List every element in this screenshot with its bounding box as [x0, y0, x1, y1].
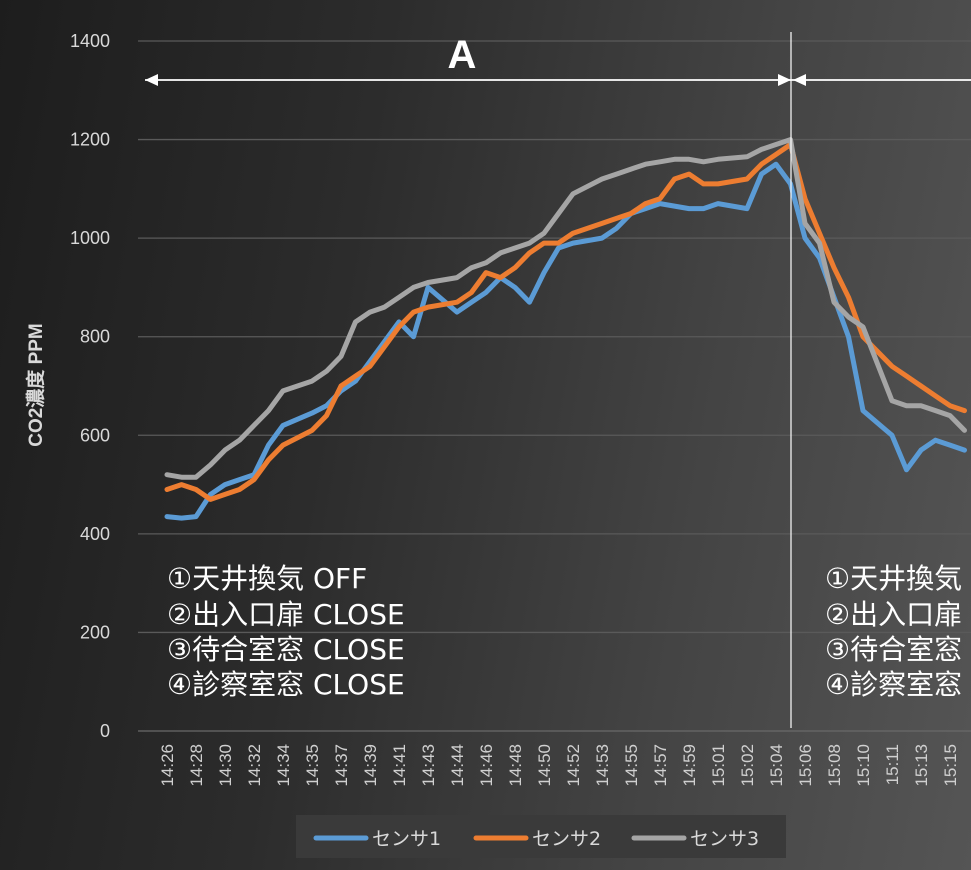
x-tick-label: 14:57	[651, 744, 670, 787]
x-axis-ticks: 14:26 14:28 14:30 14:32 14:34 14:35 14:37 14:39…	[158, 744, 971, 787]
x-tick-label: 15:11	[883, 744, 902, 785]
left-annotation-line: ①天井換気 OFF	[167, 562, 367, 595]
right-annotation-line: ④診察室窓	[825, 668, 962, 701]
right-annotation-line: ③待合室窓	[825, 633, 962, 666]
x-tick-label: 15:04	[767, 744, 786, 787]
x-tick-label: 14:32	[245, 744, 264, 787]
series-lines	[164, 137, 967, 521]
x-tick-label: 15:06	[796, 744, 815, 787]
legend-label-series-1: センサ1	[372, 828, 441, 850]
right-annotation-line: ②出入口扉	[825, 598, 962, 631]
x-tick-label: 15:02	[738, 744, 757, 787]
x-tick-label: 14:44	[448, 744, 467, 787]
x-tick-label: 14:53	[593, 744, 612, 787]
x-tick-label: 15:13	[912, 744, 931, 787]
series-line-3	[164, 137, 967, 480]
x-tick-label: 14:35	[303, 744, 322, 787]
x-tick-label: 14:30	[216, 744, 235, 787]
left-annotation-line: ②出入口扉 CLOSE	[167, 598, 405, 631]
x-tick-label: 14:52	[564, 744, 583, 787]
x-tick-label: 15:08	[825, 744, 844, 787]
right-annotation-line: ①天井換気	[825, 562, 962, 595]
right-annotation-block: ①天井換気 ②出入口扉 ③待合室窓 ④診察室窓	[825, 562, 962, 701]
legend-label-series-3: センサ3	[690, 828, 759, 850]
y-axis-ticks: 0 200 400 600 800 1000 1200 1400	[70, 31, 110, 741]
x-tick-label: 14:39	[361, 744, 380, 787]
series-line-2	[164, 142, 967, 502]
legend: センサ1 センサ2 センサ3	[296, 815, 786, 858]
legend-box	[296, 815, 786, 858]
x-tick-label: 15:15	[941, 744, 960, 787]
y-tick-label: 1400	[70, 31, 110, 51]
x-tick-label: 14:41	[390, 744, 409, 787]
y-tick-label: 200	[80, 622, 110, 642]
y-tick-label: 400	[80, 524, 110, 544]
y-tick-label: 800	[80, 327, 110, 347]
x-tick-label: 14:28	[187, 744, 206, 787]
series-line-1	[164, 161, 967, 521]
x-tick-label: 14:37	[332, 744, 351, 787]
y-tick-label: 600	[80, 425, 110, 445]
y-axis-label: CO2濃度 PPM	[24, 323, 47, 447]
y-tick-label: 1000	[70, 228, 110, 248]
x-tick-label: 14:48	[506, 744, 525, 787]
x-tick-label: 15:01	[709, 744, 728, 787]
y-tick-label: 0	[100, 721, 110, 741]
x-tick-label: 14:50	[535, 744, 554, 787]
region-label: A	[448, 33, 477, 77]
x-tick-label: 14:43	[419, 744, 438, 787]
x-tick-label: 15:10	[854, 744, 873, 787]
left-annotation-line: ④診察室窓 CLOSE	[167, 668, 405, 701]
x-tick-label: 14:55	[622, 744, 641, 787]
region-a-arrow	[145, 74, 791, 86]
x-tick-label: 14:59	[680, 744, 699, 787]
legend-label-series-2: センサ2	[532, 828, 601, 850]
x-tick-label: 14:26	[158, 744, 177, 787]
left-annotation-line: ③待合室窓 CLOSE	[167, 633, 405, 666]
x-tick-label: 14:34	[274, 744, 293, 787]
y-tick-label: 1200	[70, 130, 110, 150]
region-b-arrow	[791, 74, 971, 86]
left-annotation-block: ①天井換気 OFF ②出入口扉 CLOSE ③待合室窓 CLOSE ④診察室窓 …	[167, 562, 405, 701]
x-tick-label: 14:46	[477, 744, 496, 787]
